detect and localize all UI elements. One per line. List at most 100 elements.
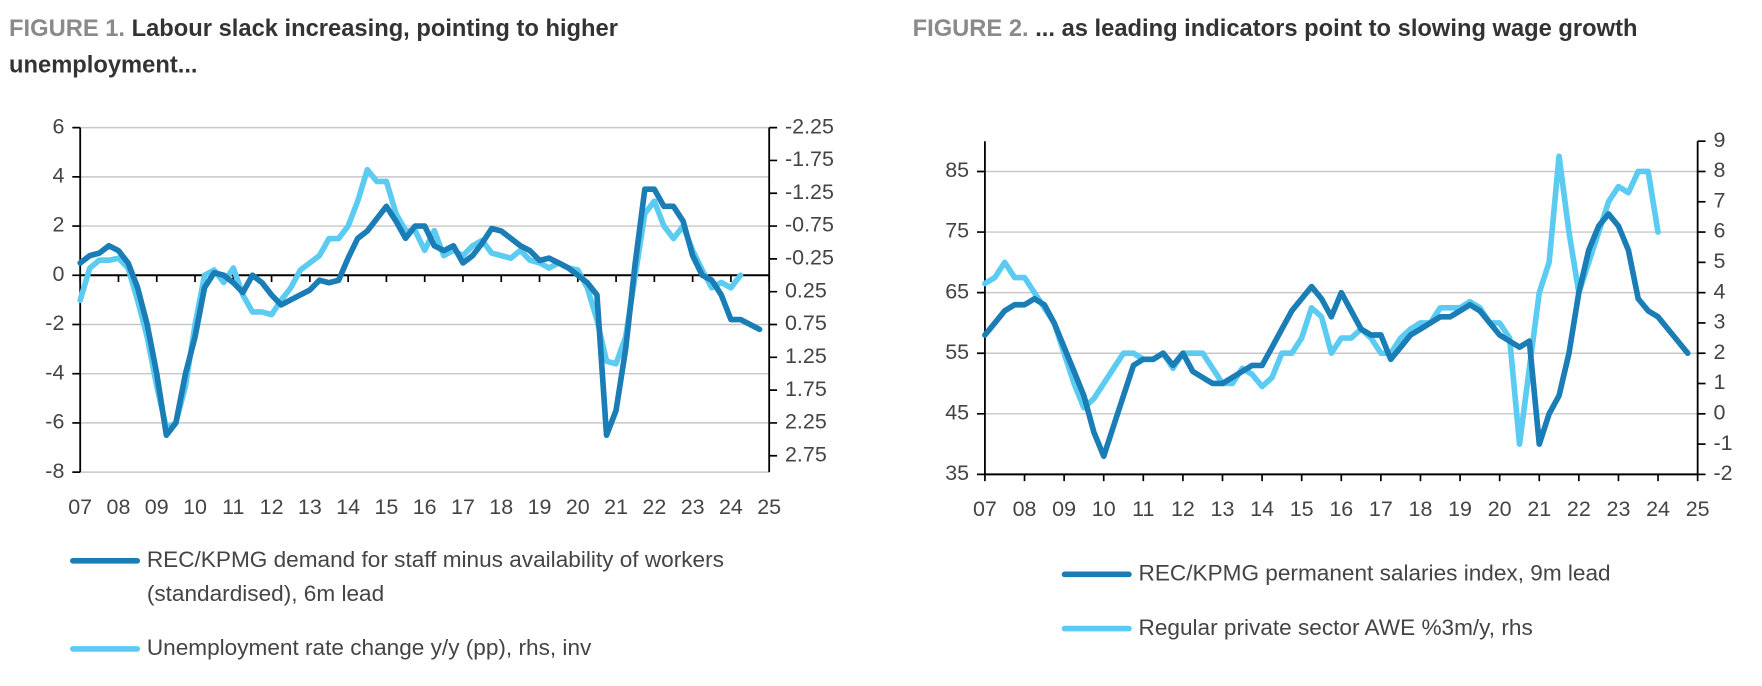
y2-tick-label: -1.25	[785, 180, 834, 204]
x-tick-label: 22	[642, 495, 666, 519]
x-tick-label: 15	[1290, 497, 1314, 521]
y-tick-label: 6	[52, 114, 64, 138]
x-tick-label: 15	[374, 495, 398, 519]
x-tick-label: 08	[1013, 497, 1037, 521]
y2-tick-label: 1	[1713, 370, 1725, 394]
series-line	[982, 153, 1661, 447]
y-tick-label: -8	[45, 459, 64, 483]
figure-label: FIGURE 2.	[912, 15, 1029, 42]
x-tick-label: 11	[222, 495, 244, 519]
legend: REC/KPMG demand for staff minus availabi…	[70, 543, 838, 685]
x-tick-label: 14	[336, 495, 360, 519]
y2-tick-label: 0	[1713, 400, 1725, 424]
y2-tick-label: -1	[1713, 431, 1732, 455]
x-tick-label: 12	[260, 495, 284, 519]
y-tick-label: 4	[52, 164, 64, 188]
series-line	[77, 186, 763, 439]
y2-tick-label: 0.75	[785, 311, 827, 335]
y-tick-label: 85	[945, 158, 969, 182]
y2-tick-label: -0.75	[785, 213, 834, 237]
x-tick-label: 10	[183, 495, 207, 519]
figure-panel: FIGURE 1. Labour slack increasing, point…	[0, 0, 881, 674]
y2-tick-label: 9	[1713, 128, 1725, 152]
y2-tick-label: 0.25	[785, 278, 827, 302]
y2-tick-label: 1.75	[785, 377, 827, 401]
x-tick-label: 18	[489, 495, 513, 519]
x-tick-label: 16	[413, 495, 437, 519]
x-tick-label: 23	[681, 495, 705, 519]
legend-label: Unemployment rate change y/y (pp), rhs, …	[146, 635, 592, 661]
y2-tick-label: 3	[1713, 310, 1725, 334]
x-tick-label: 16	[1329, 497, 1353, 521]
x-tick-label: 21	[604, 495, 628, 519]
y2-tick-label: 4	[1713, 279, 1725, 303]
x-tick-label: 13	[298, 495, 322, 519]
legend-entry: REC/KPMG permanent salaries index, 9m le…	[1061, 557, 1740, 591]
x-tick-label: 12	[1171, 497, 1195, 521]
y-tick-label: -6	[45, 410, 64, 434]
series-line	[982, 211, 1691, 460]
x-tick-label: 14	[1250, 497, 1274, 521]
x-tick-label: 09	[1052, 497, 1076, 521]
x-tick-label: 10	[1092, 497, 1116, 521]
x-tick-label: 07	[973, 497, 997, 521]
x-tick-label: 23	[1607, 497, 1631, 521]
legend-entry: Regular private sector AWE %3m/y, rhs	[1061, 611, 1740, 645]
y-tick-label: 45	[945, 400, 969, 424]
x-tick-label: 22	[1567, 497, 1591, 521]
y-tick-label: 2	[52, 213, 64, 237]
y2-tick-label: -2.25	[785, 114, 834, 138]
x-tick-label: 09	[145, 495, 169, 519]
figure-panel: FIGURE 2. ... as leading indicators poin…	[904, 0, 1762, 674]
y-tick-label: -4	[45, 360, 64, 384]
legend-label: REC/KPMG demand for staff minus availabi…	[146, 547, 724, 607]
y-tick-label: 75	[945, 219, 969, 243]
y-tick-label: 0	[52, 262, 64, 286]
x-tick-label: 20	[566, 495, 590, 519]
x-tick-label: 21	[1527, 497, 1551, 521]
x-tick-label: 08	[107, 495, 131, 519]
legend-swatch	[70, 646, 141, 652]
x-tick-label: 19	[528, 495, 552, 519]
legend-entry: REC/KPMG demand for staff minus availabi…	[70, 543, 838, 611]
x-tick-label: 25	[757, 495, 781, 519]
legend-swatch	[1061, 571, 1132, 578]
y2-tick-label: 7	[1713, 188, 1725, 212]
x-tick-label: 25	[1686, 497, 1710, 521]
legend-swatch	[70, 557, 141, 564]
legend-label: Regular private sector AWE %3m/y, rhs	[1138, 615, 1533, 641]
x-tick-label: 11	[1132, 497, 1154, 521]
y-tick-label: -2	[45, 311, 64, 335]
title-text: Labour slack increasing, pointing to hig…	[9, 15, 618, 78]
x-tick-label: 24	[719, 495, 743, 519]
legend-swatch	[1061, 625, 1132, 632]
y2-tick-label: 6	[1713, 219, 1725, 243]
y2-tick-label: 2.75	[785, 442, 827, 466]
figure-title: FIGURE 1. Labour slack increasing, point…	[9, 11, 698, 83]
y2-tick-label: 2.25	[785, 410, 827, 434]
y2-tick-label: 5	[1713, 249, 1725, 273]
y2-tick-label: 8	[1713, 158, 1725, 182]
title-text: ... as leading indicators point to slowi…	[1035, 15, 1638, 42]
y2-tick-label: 1.25	[785, 344, 827, 368]
y2-tick-label: -2	[1713, 461, 1732, 485]
figure-title: FIGURE 2. ... as leading indicators poin…	[913, 11, 1749, 47]
x-tick-label: 17	[1369, 497, 1393, 521]
figure-label: FIGURE 1.	[9, 15, 126, 42]
x-tick-label: 24	[1646, 497, 1670, 521]
y2-tick-label: 2	[1713, 340, 1725, 364]
x-tick-label: 13	[1211, 497, 1235, 521]
x-tick-label: 19	[1448, 497, 1472, 521]
y2-tick-label: -0.25	[785, 246, 834, 270]
x-tick-label: 20	[1488, 497, 1512, 521]
x-tick-label: 07	[68, 495, 92, 519]
y-tick-label: 65	[945, 279, 969, 303]
x-tick-label: 17	[451, 495, 475, 519]
legend-label: REC/KPMG permanent salaries index, 9m le…	[1138, 561, 1611, 587]
x-tick-label: 18	[1409, 497, 1433, 521]
legend: REC/KPMG permanent salaries index, 9m le…	[1061, 557, 1740, 665]
y2-tick-label: -1.75	[785, 147, 834, 171]
